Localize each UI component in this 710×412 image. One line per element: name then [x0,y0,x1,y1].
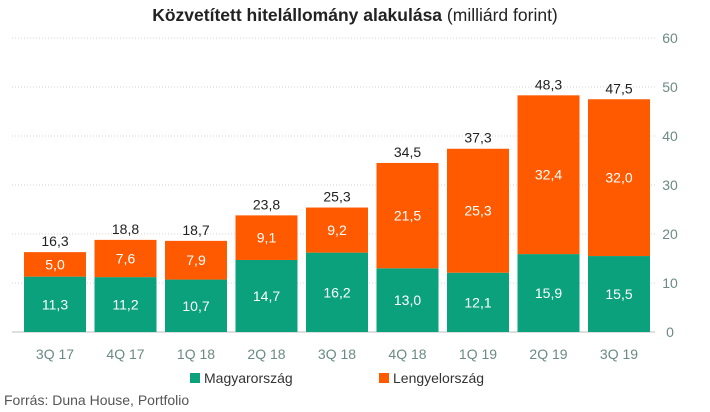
bar-segment-lengyelország [94,239,157,278]
chart-title-unit: (milliárd forint) [442,5,558,25]
legend-label: Lengyelország [393,370,484,386]
data-label: 7,6 [116,251,136,267]
y-tick-label: 20 [662,226,678,242]
legend-swatch [379,373,389,383]
data-label: 21,5 [394,208,421,224]
bar-segment-magyarország [447,272,509,332]
y-tick-label: 10 [662,275,678,291]
data-label: 32,0 [605,170,632,186]
bar-segment-lengyelország [376,162,439,269]
bar-segment-lengyelország [235,215,298,260]
total-label: 18,8 [112,221,139,237]
bar-segment-magyarország [24,276,86,332]
x-tick-label: 3Q 18 [318,346,356,362]
total-label: 48,3 [535,76,562,92]
data-label: 15,5 [605,286,632,302]
total-label: 37,3 [464,130,491,146]
x-tick-label: 3Q 17 [36,346,74,362]
total-label: 16,3 [41,233,68,249]
legend-swatch [190,373,200,383]
x-tick-label: 2Q 19 [529,346,567,362]
bar-segment-magyarország [165,279,227,332]
total-label: 25,3 [323,189,350,205]
data-label: 11,2 [112,297,138,313]
bar-segment-lengyelország [447,148,509,273]
data-label: 15,9 [535,285,562,301]
bar-segment-magyarország [94,277,157,332]
data-label: 14,7 [253,288,280,304]
x-tick-label: 1Q 18 [177,346,215,362]
bar-segment-magyarország [306,252,368,332]
bar-segment-lengyelország [306,207,368,253]
x-tick-label: 3Q 19 [600,346,638,362]
data-label: 7,9 [186,252,206,268]
bar-segment-magyarország [517,254,580,332]
chart-title-main: Közvetített hitelállomány alakulása [152,5,443,25]
data-label: 13,0 [394,292,421,308]
bar-segment-lengyelország [588,99,650,257]
chart-title: Közvetített hitelállomány alakulása (mil… [0,5,710,26]
data-label: 9,2 [327,222,347,238]
legend-label: Magyarország [204,370,293,386]
total-label: 34,5 [394,144,421,160]
y-tick-label: 60 [662,30,678,46]
x-tick-label: 1Q 19 [459,346,497,362]
x-tick-label: 4Q 17 [106,346,144,362]
total-label: 18,7 [182,222,209,238]
data-label: 11,3 [42,296,68,312]
bar-segment-magyarország [235,259,298,332]
bar-segment-lengyelország [517,95,580,255]
total-label: 23,8 [253,196,280,212]
data-label: 12,1 [464,294,491,310]
data-label: 9,1 [257,230,277,246]
bar-segment-lengyelország [165,240,227,280]
y-tick-label: 50 [662,79,678,95]
y-tick-label: 0 [666,324,674,340]
x-tick-label: 4Q 18 [388,346,426,362]
y-tick-label: 30 [662,177,678,193]
bar-segment-lengyelország [24,252,86,277]
total-label: 47,5 [605,80,632,96]
bar-segment-magyarország [588,256,650,332]
data-label: 32,4 [535,167,562,183]
y-tick-label: 40 [662,128,678,144]
source-note: Forrás: Duna House, Portfolio [4,392,190,408]
data-label: 10,7 [182,298,209,314]
bar-segment-magyarország [376,268,439,332]
data-label: 5,0 [45,256,65,272]
data-label: 25,3 [464,203,491,219]
x-tick-label: 2Q 18 [247,346,285,362]
data-label: 16,2 [323,284,350,300]
